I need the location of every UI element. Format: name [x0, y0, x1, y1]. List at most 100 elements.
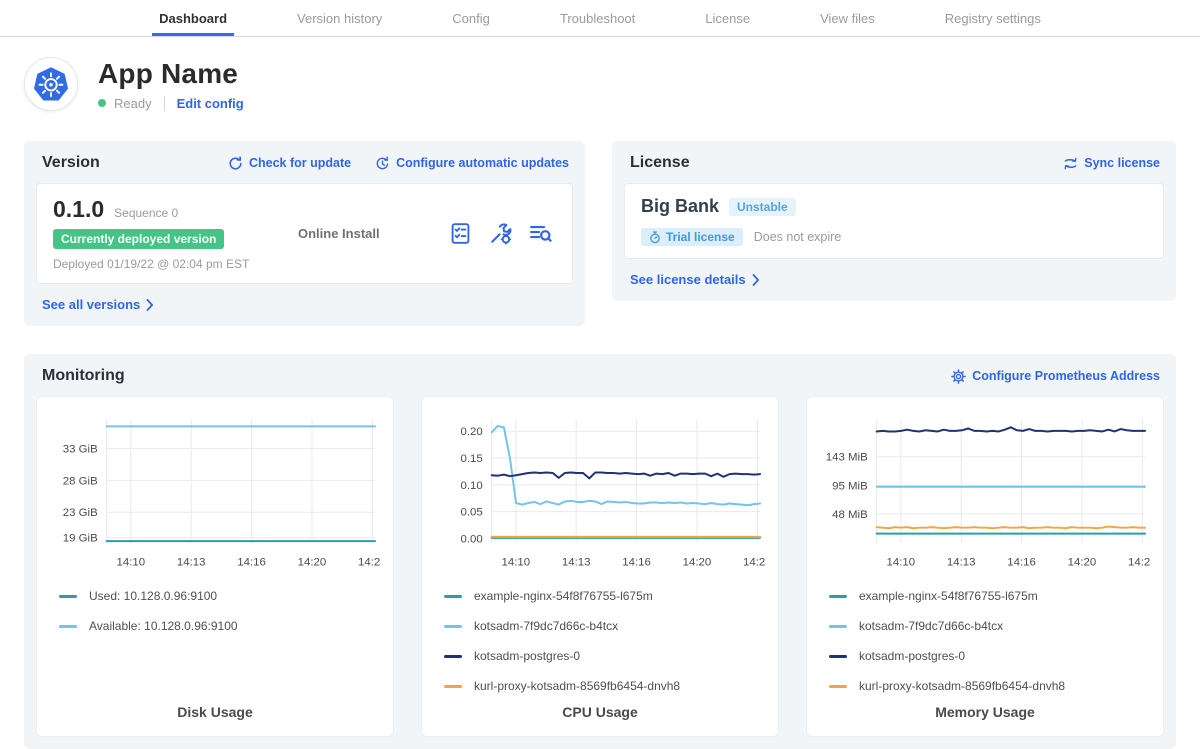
edit-config-link[interactable]: Edit config [177, 96, 244, 111]
legend-swatch [444, 685, 462, 688]
top-tab-bar: Dashboard Version history Config Troublesho… [0, 0, 1200, 37]
tab-version-history[interactable]: Version history [290, 0, 389, 36]
version-panel: Version Check for update [24, 141, 585, 326]
svg-text:28 GiB: 28 GiB [63, 475, 98, 487]
legend-label: kotsadm-postgres-0 [859, 649, 965, 663]
chart-plot-memory-usage: 143 MiB95 MiB48 MiB14:1014:1314:1614:201… [819, 409, 1151, 577]
svg-text:14:23: 14:23 [358, 557, 381, 569]
tab-license[interactable]: License [698, 0, 757, 36]
dashboard-page: App Name Ready Edit config Version [0, 57, 1200, 749]
svg-text:14:23: 14:23 [743, 557, 766, 569]
svg-text:19 GiB: 19 GiB [63, 533, 98, 545]
legend-swatch [444, 595, 462, 598]
legend-label: kotsadm-7f9dc7d66c-b4tcx [859, 619, 1003, 633]
legend-item-kotsadm-postgres-0: kotsadm-postgres-0 [444, 649, 766, 663]
tab-dashboard[interactable]: Dashboard [152, 0, 234, 36]
chart-title: CPU Usage [434, 704, 766, 724]
monitoring-title: Monitoring [42, 367, 125, 385]
chart-legend: example-nginx-54f8f76755-l675m kotsadm-7f… [819, 589, 1151, 693]
svg-text:48 MiB: 48 MiB [832, 509, 868, 521]
version-number: 0.1.0 [53, 196, 104, 223]
legend-swatch [444, 655, 462, 658]
svg-text:33 GiB: 33 GiB [63, 444, 98, 456]
svg-text:14:13: 14:13 [947, 557, 976, 569]
channel-badge: Unstable [729, 198, 796, 216]
license-panel-title: License [630, 154, 690, 172]
license-expiry: Does not expire [754, 230, 842, 244]
legend-item-kotsadm-7f9dc7d66c-b4tcx: kotsadm-7f9dc7d66c-b4tcx [444, 619, 766, 633]
app-logo [24, 57, 78, 111]
page-title: App Name [98, 58, 244, 90]
divider [164, 96, 165, 111]
preflight-checklist-icon[interactable] [449, 222, 472, 245]
legend-swatch [59, 595, 77, 598]
svg-text:14:16: 14:16 [237, 557, 266, 569]
legend-label: kotsadm-postgres-0 [474, 649, 580, 663]
clock-refresh-icon [375, 156, 390, 171]
legend-item-kurl-proxy-kotsadm-8569fb6454-dnvh8: kurl-proxy-kotsadm-8569fb6454-dnvh8 [829, 679, 1151, 693]
configure-prometheus-button[interactable]: Configure Prometheus Address [951, 369, 1160, 384]
tab-registry-settings[interactable]: Registry settings [938, 0, 1048, 36]
legend-label: Available: 10.128.0.96:9100 [89, 619, 238, 633]
svg-text:143 MiB: 143 MiB [826, 452, 868, 464]
svg-text:14:10: 14:10 [502, 557, 531, 569]
legend-swatch [829, 625, 847, 628]
sync-arrows-icon [1063, 156, 1078, 171]
see-all-versions-link[interactable]: See all versions [42, 297, 154, 312]
tab-troubleshoot[interactable]: Troubleshoot [553, 0, 642, 36]
customer-name: Big Bank [641, 196, 719, 217]
sync-license-button[interactable]: Sync license [1063, 156, 1160, 171]
current-version-card: 0.1.0 Sequence 0 Currently deployed vers… [36, 183, 573, 284]
legend-item-used-10-128-0-96-9100: Used: 10.128.0.96:9100 [59, 589, 381, 603]
svg-text:14:16: 14:16 [1007, 557, 1036, 569]
legend-item-example-nginx-54f8f76755-l675m: example-nginx-54f8f76755-l675m [829, 589, 1151, 603]
svg-text:0.20: 0.20 [460, 426, 482, 438]
svg-text:14:10: 14:10 [887, 557, 916, 569]
svg-text:95 MiB: 95 MiB [832, 481, 868, 493]
legend-label: kotsadm-7f9dc7d66c-b4tcx [474, 619, 618, 633]
legend-item-kurl-proxy-kotsadm-8569fb6454-dnvh8: kurl-proxy-kotsadm-8569fb6454-dnvh8 [444, 679, 766, 693]
legend-item-example-nginx-54f8f76755-l675m: example-nginx-54f8f76755-l675m [444, 589, 766, 603]
status-text: Ready [114, 96, 152, 111]
tab-view-files[interactable]: View files [813, 0, 882, 36]
version-sequence: Sequence 0 [114, 206, 178, 220]
legend-label: kurl-proxy-kotsadm-8569fb6454-dnvh8 [859, 679, 1065, 693]
svg-text:0.00: 0.00 [460, 533, 482, 545]
svg-text:14:13: 14:13 [562, 557, 591, 569]
app-title-block: App Name Ready Edit config [98, 58, 244, 111]
license-card: Big Bank Unstable Trial license Does not… [624, 183, 1164, 259]
chart-title: Memory Usage [819, 704, 1151, 724]
legend-item-available-10-128-0-96-9100: Available: 10.128.0.96:9100 [59, 619, 381, 633]
kubernetes-icon [32, 65, 70, 103]
svg-text:0.15: 0.15 [460, 453, 482, 465]
legend-swatch [829, 685, 847, 688]
version-panel-title: Version [42, 154, 100, 172]
view-logs-icon[interactable] [529, 222, 552, 245]
configure-auto-updates-button[interactable]: Configure automatic updates [375, 156, 569, 171]
charts-row: 33 GiB28 GiB23 GiB19 GiB14:1014:1314:161… [36, 396, 1164, 737]
legend-item-kotsadm-7f9dc7d66c-b4tcx: kotsadm-7f9dc7d66c-b4tcx [829, 619, 1151, 633]
svg-text:0.05: 0.05 [460, 507, 482, 519]
legend-label: Used: 10.128.0.96:9100 [89, 589, 217, 603]
chart-title: Disk Usage [49, 704, 381, 724]
tab-config[interactable]: Config [445, 0, 497, 36]
chart-card-cpu-usage: 0.200.150.100.050.0014:1014:1314:1614:20… [421, 396, 779, 737]
svg-text:14:23: 14:23 [1128, 557, 1151, 569]
check-for-update-button[interactable]: Check for update [228, 156, 351, 171]
chart-plot-disk-usage: 33 GiB28 GiB23 GiB19 GiB14:1014:1314:161… [49, 409, 381, 577]
config-wrench-icon[interactable] [489, 222, 512, 245]
see-license-details-link[interactable]: See license details [630, 272, 760, 287]
legend-swatch [829, 655, 847, 658]
chevron-right-icon [752, 274, 760, 286]
legend-label: example-nginx-54f8f76755-l675m [474, 589, 653, 603]
install-type-label: Online Install [288, 226, 449, 241]
deployed-badge: Currently deployed version [53, 229, 224, 249]
stopwatch-icon [649, 231, 661, 244]
legend-swatch [444, 625, 462, 628]
chevron-right-icon [146, 299, 154, 311]
license-panel: License Sync license Big Bank Unstable [612, 141, 1176, 301]
svg-text:14:13: 14:13 [177, 557, 206, 569]
tab-list: Dashboard Version history Config Troublesho… [152, 0, 1048, 36]
deployed-timestamp: Deployed 01/19/22 @ 02:04 pm EST [53, 257, 288, 271]
chart-plot-cpu-usage: 0.200.150.100.050.0014:1014:1314:1614:20… [434, 409, 766, 577]
